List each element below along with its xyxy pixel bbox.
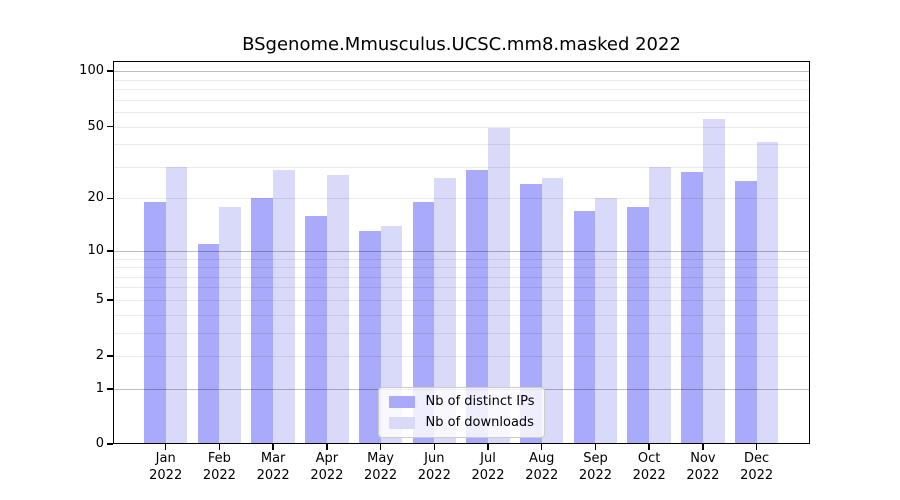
bar-distinct-ips-aug	[520, 184, 542, 444]
gridline-7	[113, 276, 810, 278]
y-axis-tick-label-5: 5	[95, 291, 104, 307]
gridline-60	[113, 112, 810, 114]
x-axis-tick-mark	[379, 444, 382, 450]
y-axis-tick-label-20: 20	[87, 190, 104, 206]
legend-label-distinct-ips: Nb of distinct IPs	[425, 394, 535, 409]
gridline-5	[113, 299, 810, 301]
y-axis-tick-mark	[107, 125, 113, 128]
legend: Nb of distinct IPs Nb of downloads	[377, 387, 546, 438]
bar-distinct-ips-feb	[197, 243, 220, 444]
x-axis-label-feb: Feb 2022	[202, 451, 236, 483]
x-axis-tick-mark	[648, 444, 650, 450]
plot-area: Nb of distinct IPs Nb of downloads	[113, 61, 810, 444]
gridline-10	[113, 250, 810, 252]
legend-item-downloads: Nb of downloads	[388, 415, 535, 431]
bar-downloads-mar	[273, 169, 295, 444]
x-axis-tick-mark	[594, 444, 597, 450]
x-axis-tick-mark	[326, 444, 328, 450]
y-axis-tick-mark	[107, 388, 113, 390]
bar-downloads-jul	[488, 128, 510, 444]
y-axis-tick-mark	[107, 70, 113, 72]
bar-downloads-dec	[756, 142, 779, 444]
gridline-4	[113, 314, 810, 316]
bar-distinct-ips-dec	[734, 181, 757, 444]
chart-title: BSgenome.Mmusculus.UCSC.mm8.masked 2022	[242, 34, 681, 55]
x-axis-label-jul: Jul 2022	[471, 451, 505, 483]
bar-distinct-ips-jun	[412, 202, 435, 444]
legend-label-downloads: Nb of downloads	[425, 415, 534, 430]
bar-distinct-ips-nov	[681, 172, 703, 444]
y-axis-tick-mark	[107, 443, 113, 445]
x-axis-tick-mark	[164, 444, 167, 450]
y-axis-tick-label-2: 2	[95, 348, 104, 364]
bar-downloads-apr	[326, 175, 349, 444]
gridline-9	[113, 258, 810, 260]
bar-distinct-ips-mar	[251, 198, 274, 444]
x-axis-label-apr: Apr 2022	[310, 451, 344, 483]
bar-downloads-feb	[219, 206, 242, 444]
gridline-8	[113, 267, 810, 269]
legend-item-distinct-ips: Nb of distinct IPs	[388, 394, 535, 410]
gridline-100	[113, 71, 810, 73]
x-axis-label-oct: Oct 2022	[632, 451, 666, 483]
bar-downloads-jun	[434, 178, 456, 444]
bar-downloads-jan	[165, 166, 188, 444]
x-axis-tick-mark	[218, 444, 221, 450]
y-axis-tick-label-0: 0	[95, 436, 104, 451]
gridline-40	[113, 144, 810, 146]
x-axis-label-jun: Jun 2022	[417, 451, 451, 483]
bar-distinct-ips-oct	[627, 206, 650, 444]
gridline-6	[113, 287, 810, 289]
y-axis-tick-label-100: 100	[79, 63, 104, 79]
y-axis-tick-mark	[107, 250, 113, 252]
x-axis-tick-mark	[272, 444, 274, 450]
bar-distinct-ips-jul	[466, 169, 488, 444]
gridline-50	[113, 126, 810, 128]
y-axis-tick-label-1: 1	[95, 380, 104, 396]
bar-downloads-nov	[702, 118, 725, 444]
x-axis-tick-mark	[755, 444, 758, 450]
y-axis-tick-label-10: 10	[87, 242, 104, 258]
y-axis-tick-label-50: 50	[87, 118, 104, 134]
x-axis-tick-mark	[487, 444, 489, 450]
gridline-80	[113, 89, 810, 91]
bar-downloads-sep	[595, 198, 618, 444]
gridline-3	[113, 332, 810, 334]
bar-distinct-ips-sep	[573, 210, 596, 444]
y-axis-tick-mark	[107, 197, 113, 200]
gridline-2	[113, 356, 810, 358]
x-axis-tick-mark	[433, 444, 436, 450]
x-axis-tick-mark	[702, 444, 704, 450]
x-axis-label-nov: Nov 2022	[686, 451, 720, 483]
x-axis-label-may: May 2022	[364, 451, 398, 483]
bar-distinct-ips-apr	[305, 215, 327, 444]
x-axis-label-aug: Aug 2022	[525, 451, 559, 483]
legend-swatch-downloads	[388, 417, 415, 429]
bar-downloads-aug	[541, 178, 564, 444]
gridline-90	[113, 79, 810, 81]
gridline-20	[113, 198, 810, 200]
gridline-30	[113, 166, 810, 168]
x-axis-label-sep: Sep 2022	[578, 451, 612, 483]
bar-downloads-oct	[649, 166, 671, 444]
y-axis-tick-mark	[107, 299, 113, 301]
y-axis-tick-mark	[107, 355, 113, 357]
x-axis-label-dec: Dec 2022	[740, 451, 774, 483]
bar-distinct-ips-jan	[144, 202, 166, 444]
bar-distinct-ips-may	[358, 231, 381, 444]
gridline-70	[113, 99, 810, 101]
legend-swatch-distinct-ips	[388, 396, 415, 408]
x-axis-label-mar: Mar 2022	[256, 451, 290, 483]
x-axis-label-jan: Jan 2022	[149, 451, 183, 483]
x-axis-tick-mark	[540, 444, 543, 450]
